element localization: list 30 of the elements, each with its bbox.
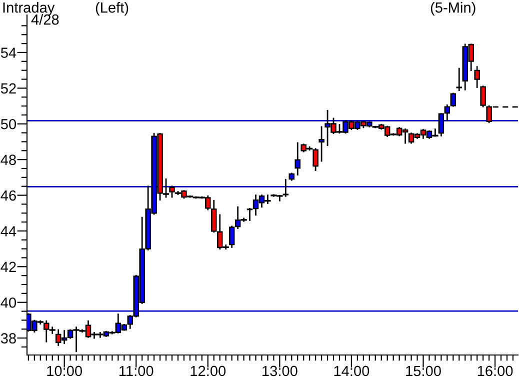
x-tick-label: 11:00 [120,366,154,376]
y-tick-label: 54 [0,48,16,58]
y-tick-label: 44 [0,226,16,236]
y-tick-label: 46 [0,190,16,201]
y-tick-label: 52 [0,83,16,94]
x-tick-label: 14:00 [334,366,370,376]
candlestick [312,148,318,171]
y-tick-label: 40 [0,297,16,308]
candlestick [480,86,486,108]
y-tick-label: 50 [0,118,16,130]
candlestick [474,66,480,88]
candlestick [444,104,450,121]
chart-subtitle: 4/28 [31,14,59,25]
candlestick [438,113,444,136]
x-tick-label: 16:00 [478,366,513,376]
annotation: (Left) [96,2,128,16]
annotation: (5-Min) [430,2,476,16]
x-tick-label: 12:00 [190,366,226,376]
x-tick-label: 10:00 [47,366,82,376]
candlestick [294,142,300,176]
x-tick-label: 13:00 [262,366,298,376]
candlestick [456,68,462,92]
y-tick-label: 48 [0,154,16,165]
x-tick-label: 15:00 [406,366,441,376]
candlestick [169,186,175,198]
y-tick-label: 38 [0,333,16,344]
y-tick-label: 42 [0,262,16,272]
chart-title: Intraday [3,2,55,16]
candlestick [318,126,324,162]
candlestick [450,92,456,107]
